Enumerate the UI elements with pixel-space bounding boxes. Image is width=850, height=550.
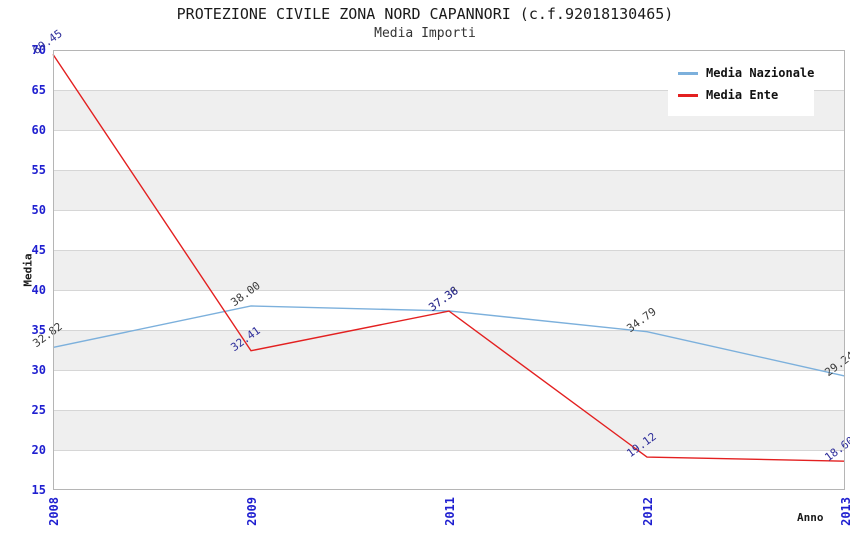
gridline — [53, 330, 845, 331]
y-tick-label: 20 — [31, 443, 46, 457]
y-tick-label: 45 — [31, 243, 46, 257]
x-tick-label: 2008 — [47, 497, 61, 526]
x-tick-label: 2012 — [641, 497, 655, 526]
chart-subtitle: Media Importi — [374, 26, 476, 41]
chart-title: PROTEZIONE CIVILE ZONA NORD CAPANNORI (c… — [176, 5, 674, 23]
gridline — [53, 290, 845, 291]
y-tick-label: 55 — [31, 163, 46, 177]
y-tick-label: 15 — [31, 483, 46, 497]
gridline — [53, 210, 845, 211]
x-axis-title: Anno — [797, 511, 824, 524]
x-tick-label: 2009 — [245, 497, 259, 526]
gridline — [53, 170, 845, 171]
plot-area: 32.82 38.00 37.38 34.79 29.24 69.45 32.41 37.36… — [30, 27, 850, 490]
y-tick-label: 60 — [31, 123, 46, 137]
gridline — [53, 410, 845, 411]
legend-item-media-nazionale: Media Nazionale — [678, 63, 814, 83]
series-line-media-nazionale — [52, 305, 846, 377]
y-tick-label: 65 — [31, 83, 46, 97]
x-tick-label: 2013 — [839, 497, 850, 526]
x-tick-label: 2011 — [443, 497, 457, 526]
y-tick-label: 35 — [31, 323, 46, 337]
series-line-media-ente — [52, 54, 846, 462]
gridline — [53, 250, 845, 251]
legend-swatch-nazionale-icon — [678, 71, 698, 75]
gridline — [53, 370, 845, 371]
y-tick-label: 40 — [31, 283, 46, 297]
legend-label-ente: Media Ente — [706, 88, 779, 102]
gridline — [53, 130, 845, 131]
y-tick-label: 50 — [31, 203, 46, 217]
legend-item-media-ente: Media Ente — [678, 85, 804, 105]
legend: Media Nazionale Media Ente — [668, 52, 814, 116]
y-tick-label: 70 — [31, 43, 46, 57]
legend-swatch-ente-icon — [678, 93, 698, 97]
legend-label-nazionale: Media Nazionale — [706, 66, 815, 80]
y-tick-label: 25 — [31, 403, 46, 417]
y-tick-label: 30 — [31, 363, 46, 377]
gridline — [53, 450, 845, 451]
series-lines — [52, 54, 846, 462]
gridline — [53, 90, 845, 91]
